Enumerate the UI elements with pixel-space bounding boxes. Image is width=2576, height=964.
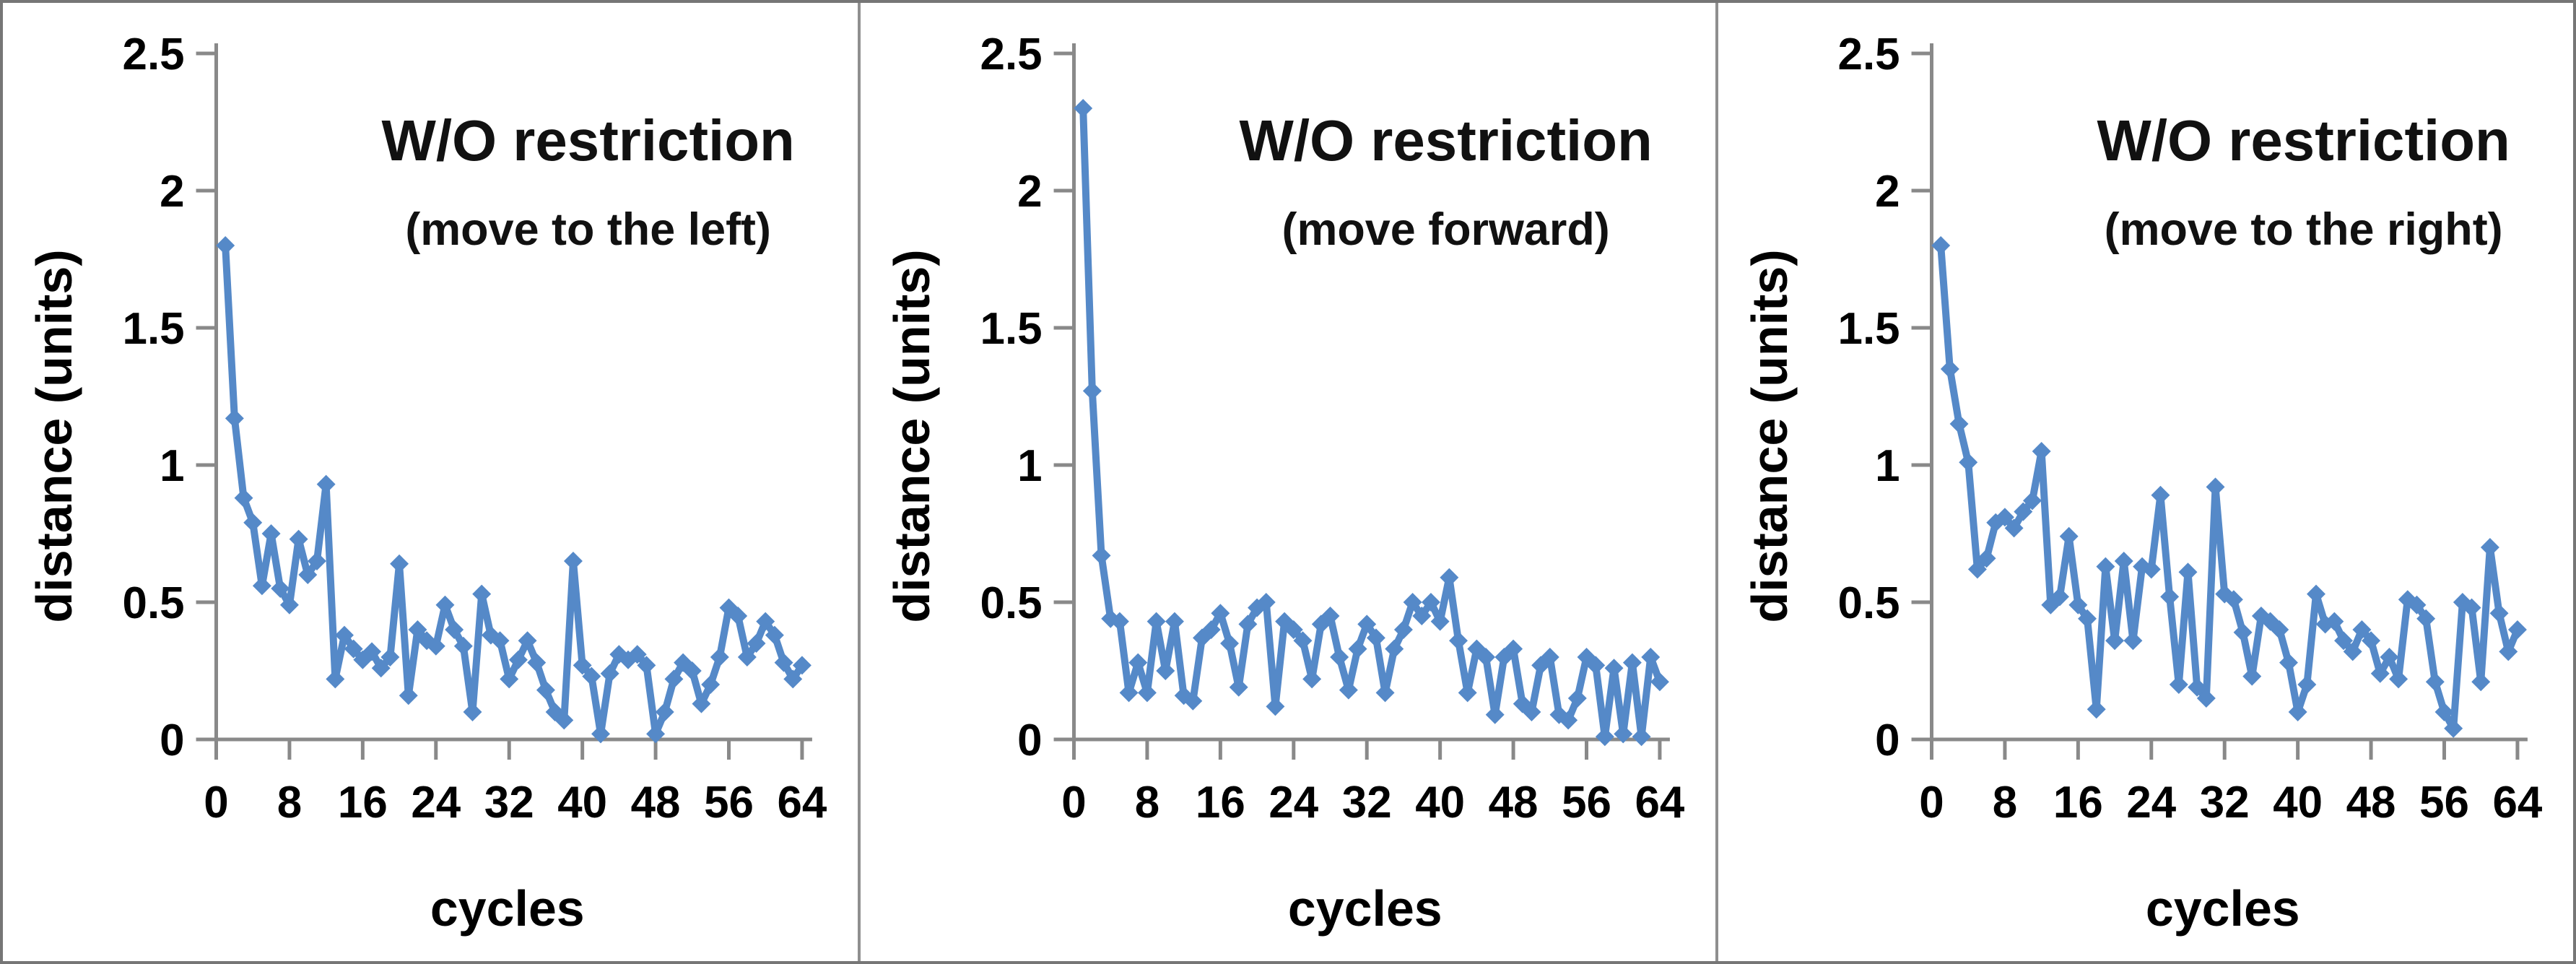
data-line <box>222 242 806 738</box>
x-axis-title: cycles <box>430 880 585 937</box>
y-tick-label: 0.5 <box>980 578 1043 628</box>
line-chart-move-left: W/O restriction (move to the left) dista… <box>26 30 827 937</box>
y-tick-label: 1 <box>1017 441 1042 491</box>
y-axis-title: distance (units) <box>26 249 82 622</box>
y-tick-label: 1 <box>160 441 184 491</box>
y-tick-label: 0 <box>1017 716 1042 765</box>
x-tick-label: 40 <box>557 778 607 828</box>
y-tick-label: 2 <box>1017 167 1042 217</box>
x-tick-label: 32 <box>484 778 534 828</box>
x-tick-label: 40 <box>1415 778 1465 828</box>
x-tick-label: 64 <box>2493 778 2543 828</box>
x-tick-label: 56 <box>1562 778 1611 828</box>
y-tick-label: 2 <box>1875 167 1900 217</box>
x-tick-label: 16 <box>1196 778 1245 828</box>
x-axis-title: cycles <box>1288 880 1443 937</box>
chart-title: W/O restriction <box>1239 108 1652 173</box>
x-tick-label: 64 <box>778 778 827 828</box>
chart-title: W/O restriction <box>381 108 794 173</box>
y-tick-label: 2.5 <box>123 30 185 79</box>
x-tick-label: 48 <box>2346 778 2396 828</box>
chart-panel-move-forward: W/O restriction (move forward) distance … <box>858 3 1715 961</box>
data-markers <box>1931 236 2527 738</box>
x-tick-label: 40 <box>2273 778 2323 828</box>
chart-subtitle: (move to the right) <box>2105 204 2503 255</box>
y-axis-title: distance (units) <box>1741 249 1798 622</box>
x-tick-label: 48 <box>631 778 681 828</box>
y-tick-label: 0 <box>1875 716 1900 765</box>
y-tick-label: 1.5 <box>980 304 1043 354</box>
chart-panel-move-right: W/O restriction (move to the right) dist… <box>1715 3 2573 961</box>
chart-panel-move-left: W/O restriction (move to the left) dista… <box>3 3 858 961</box>
y-tick-label: 2.5 <box>1838 30 1900 79</box>
x-tick-label: 48 <box>1489 778 1539 828</box>
y-tick-label: 2.5 <box>980 30 1043 79</box>
chart-subtitle: (move to the left) <box>405 204 771 255</box>
y-tick-label: 0.5 <box>1838 578 1900 628</box>
line-chart-move-forward: W/O restriction (move forward) distance … <box>884 30 1685 937</box>
x-tick-label: 0 <box>204 778 228 828</box>
data-line <box>1937 242 2521 732</box>
x-tick-label: 32 <box>2200 778 2250 828</box>
x-tick-label: 24 <box>1269 778 1318 828</box>
y-tick-label: 0.5 <box>123 578 185 628</box>
x-tick-label: 16 <box>338 778 388 828</box>
x-tick-label: 8 <box>1135 778 1159 828</box>
x-tick-label: 24 <box>411 778 461 828</box>
y-tick-label: 1.5 <box>1838 304 1900 354</box>
x-tick-label: 24 <box>2126 778 2176 828</box>
y-tick-label: 1 <box>1875 441 1900 491</box>
x-tick-label: 8 <box>1993 778 2017 828</box>
y-tick-label: 2 <box>160 167 184 217</box>
x-tick-label: 64 <box>1635 778 1685 828</box>
line-chart-move-right: W/O restriction (move to the right) dist… <box>1741 30 2543 937</box>
x-axis-title: cycles <box>2146 880 2300 937</box>
x-tick-label: 56 <box>704 778 754 828</box>
y-tick-label: 0 <box>160 716 184 765</box>
y-tick-label: 1.5 <box>123 304 185 354</box>
x-tick-label: 32 <box>1342 778 1392 828</box>
x-tick-label: 0 <box>1919 778 1944 828</box>
chart-subtitle: (move forward) <box>1282 204 1610 255</box>
x-tick-label: 16 <box>2053 778 2103 828</box>
y-axis-title: distance (units) <box>884 249 940 622</box>
x-tick-label: 0 <box>1061 778 1086 828</box>
chart-title: W/O restriction <box>2097 108 2510 173</box>
x-tick-label: 56 <box>2419 778 2469 828</box>
x-tick-label: 8 <box>277 778 302 828</box>
